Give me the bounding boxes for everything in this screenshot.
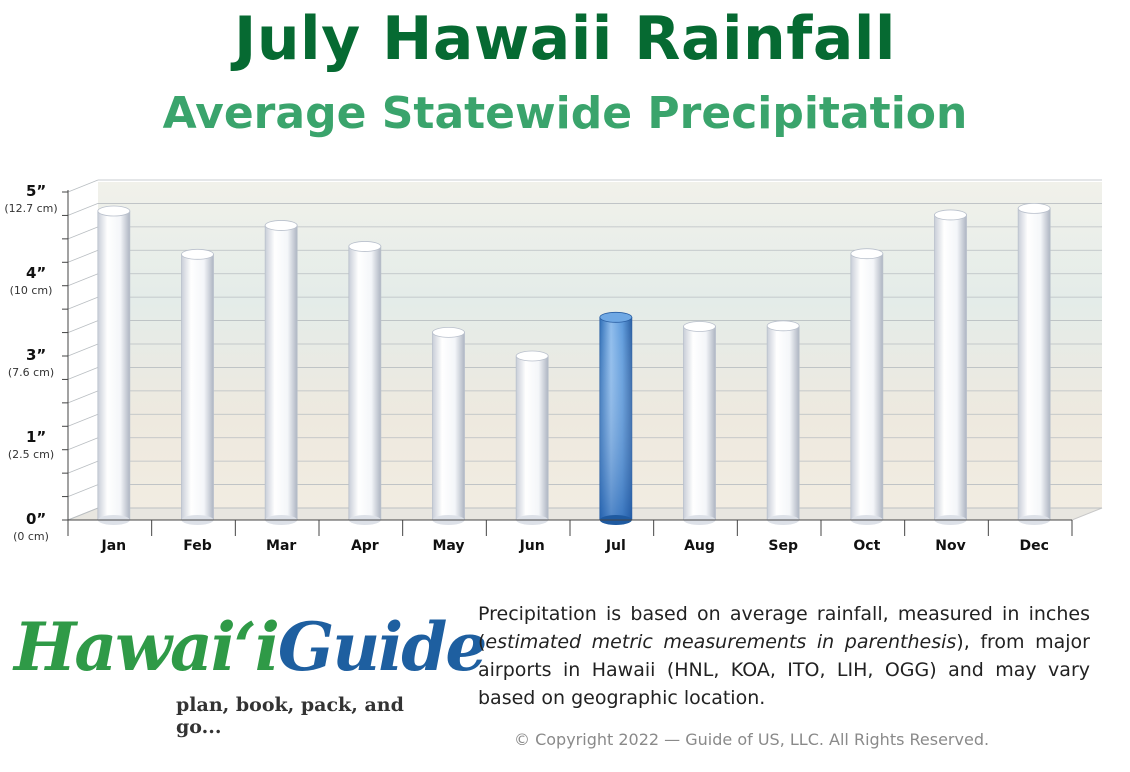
bar-cap: [1017, 203, 1051, 214]
copyright-notice: © Copyright 2022 — Guide of US, LLC. All…: [514, 730, 990, 749]
y-tick-label: 1”: [26, 428, 46, 446]
x-tick-label: Feb: [183, 538, 212, 554]
bar-cap: [97, 205, 131, 217]
grid-line-diagonal: [67, 320, 99, 333]
bar-cap: [766, 320, 800, 332]
bar-cap: [264, 220, 298, 231]
description-emphasis: estimated metric measurements in parenth…: [485, 631, 957, 653]
rainfall-chart: 0” (0 cm) 1” (2.5 cm) 3” (7.6 cm) 4” (10 cm) 5” (…: [4, 179, 1103, 554]
grid-line-diagonal: [67, 460, 99, 474]
hawaii-guide-logo: HawaiʻiGuide plan, book, pack, and go...: [14, 614, 487, 738]
bar-nov: [934, 209, 967, 525]
x-tick-label: May: [432, 538, 464, 554]
grid-line-diagonal: [67, 273, 99, 287]
grid-line-diagonal: [67, 507, 99, 521]
logo-word-hawaii: Hawaiʻi: [14, 608, 280, 686]
grid-line-diagonal: [67, 226, 99, 240]
x-tick-label: Aug: [684, 538, 715, 554]
bar-body: [515, 355, 549, 521]
x-tick-label: Dec: [1019, 538, 1048, 554]
bar-jan: [97, 205, 131, 525]
plot-background: [67, 182, 1103, 521]
grid-line-diagonal: [67, 437, 99, 451]
bar-cap: [599, 311, 633, 323]
y-tick-sublabel: (2.5 cm): [8, 448, 54, 461]
bar-jul: [599, 311, 633, 525]
bar-body: [97, 210, 131, 521]
x-tick-label: Sep: [768, 538, 798, 554]
bar-shade: [599, 317, 632, 520]
bar-dec: [1017, 203, 1051, 525]
x-tick-label: Apr: [351, 538, 379, 554]
bar-cap: [181, 248, 214, 260]
y-axis: 0” (0 cm) 1” (2.5 cm) 3” (7.6 cm) 4” (10 cm) 5” (…: [4, 182, 69, 543]
y-tick-sublabel: (7.6 cm): [8, 366, 54, 379]
bars: [97, 203, 1051, 525]
bar-may: [432, 326, 465, 525]
bar-cap: [850, 248, 884, 260]
bar-cap: [432, 326, 465, 338]
grid-line-diagonal: [67, 413, 99, 427]
grid-line-diagonal: [67, 249, 99, 263]
bar-cap: [683, 321, 716, 332]
description: Precipitation is based on average rainfa…: [478, 600, 1090, 712]
logo-wordmark: HawaiʻiGuide: [14, 614, 487, 680]
grid-line-diagonal: [67, 203, 99, 216]
y-tick-label: 3”: [26, 346, 46, 364]
bar-cap: [515, 350, 549, 362]
grid-line-diagonal: [67, 343, 99, 357]
bar-body: [934, 214, 967, 521]
bar-jun: [515, 350, 549, 525]
bar-body: [850, 253, 884, 521]
y-tick-sublabel: (0 cm): [13, 530, 49, 543]
y-tick-label: 0”: [26, 510, 46, 528]
bar-body: [432, 331, 465, 521]
logo-word-guide: Guide: [277, 608, 488, 686]
bar-sep: [766, 320, 800, 525]
description-part1: Precipitation is based on average rainfa…: [478, 603, 1090, 653]
x-tick-label: Nov: [935, 538, 965, 554]
bar-body: [683, 326, 716, 521]
grid-line-diagonal: [67, 179, 99, 193]
grid-line-diagonal: [67, 390, 99, 404]
grid-line-diagonal: [67, 296, 99, 310]
x-tick-label: Jan: [101, 538, 127, 554]
logo-tagline: plan, book, pack, and go...: [176, 694, 404, 738]
x-tick-label: Mar: [266, 538, 296, 554]
x-tick-label: Jun: [519, 538, 545, 554]
y-tick-sublabel: (12.7 cm): [4, 202, 57, 215]
bar-body: [264, 225, 298, 521]
x-tick-label: Oct: [853, 538, 880, 554]
y-tick-label: 4”: [26, 264, 46, 282]
grid-line-diagonal: [67, 484, 99, 497]
bar-mar: [264, 220, 298, 525]
grid-line-diagonal: [67, 367, 99, 380]
bar-aug: [683, 321, 716, 525]
bar-body: [1017, 208, 1051, 521]
y-tick-sublabel: (10 cm): [10, 284, 53, 297]
bar-apr: [348, 241, 382, 525]
x-axis: Jan Feb Mar Apr May Jun Jul Aug Sep Oct Nov Dec: [67, 519, 1073, 554]
bar-oct: [850, 248, 884, 525]
bar-body: [181, 253, 214, 521]
description-part2: ), from major airports in Hawaii (HNL, K…: [478, 631, 1090, 709]
bar-body: [348, 246, 382, 521]
chart-title: July Hawaii Rainfall: [234, 4, 896, 74]
plot-backdrop: [68, 182, 1102, 520]
chart-subtitle: Average Statewide Precipitation: [162, 88, 968, 139]
bar-body: [766, 325, 800, 521]
y-tick-label: 5”: [26, 182, 46, 200]
bar-cap: [934, 209, 967, 221]
bar-cap: [348, 241, 382, 252]
bar-feb: [181, 248, 214, 525]
x-tick-label: Jul: [605, 538, 626, 554]
